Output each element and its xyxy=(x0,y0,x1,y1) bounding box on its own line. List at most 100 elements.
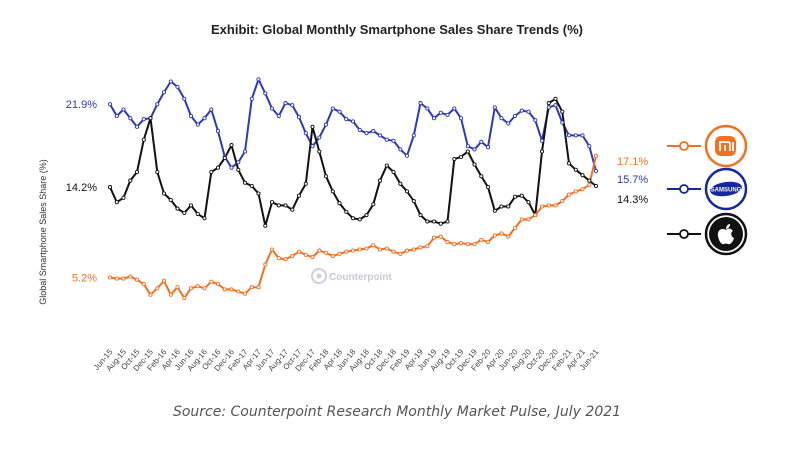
series-lines xyxy=(109,78,597,299)
data-point xyxy=(425,219,430,224)
data-point xyxy=(560,199,565,204)
data-point xyxy=(499,231,504,236)
data-point xyxy=(587,182,592,187)
data-point xyxy=(107,185,113,190)
data-point xyxy=(452,106,457,111)
data-point xyxy=(182,96,187,101)
data-point xyxy=(317,149,322,154)
data-point xyxy=(350,119,356,124)
data-point xyxy=(249,96,254,101)
apple-logo-icon xyxy=(704,212,748,256)
data-point xyxy=(485,239,491,245)
data-point xyxy=(438,110,443,115)
series-labels: 21.9% 14.2% 5.2% 15.7% 14.3% 17.1% xyxy=(66,99,649,284)
series-line-1 xyxy=(109,97,597,227)
data-point xyxy=(195,122,200,127)
watermark: Counterpoint xyxy=(311,268,392,284)
data-point xyxy=(303,181,308,186)
data-point xyxy=(128,178,133,183)
data-point xyxy=(479,237,484,242)
xiaomi-logo-icon xyxy=(704,124,748,168)
data-point xyxy=(242,291,248,296)
data-point xyxy=(229,165,234,170)
series-points xyxy=(107,77,599,301)
data-point xyxy=(175,285,180,290)
data-point xyxy=(283,203,288,208)
data-point xyxy=(519,108,524,113)
data-point xyxy=(425,106,430,111)
data-point xyxy=(377,247,383,252)
data-point xyxy=(229,287,234,292)
data-point xyxy=(458,154,464,159)
data-point xyxy=(472,147,477,152)
data-point xyxy=(283,257,288,262)
data-point xyxy=(364,131,369,136)
data-point xyxy=(384,137,389,142)
data-point xyxy=(472,242,477,247)
data-point xyxy=(560,109,565,114)
data-point xyxy=(371,129,376,134)
svg-text:SAMSUNG: SAMSUNG xyxy=(711,188,742,194)
data-point xyxy=(148,292,153,297)
data-point xyxy=(114,276,119,281)
data-point xyxy=(202,116,207,121)
series-end-label: 17.1% xyxy=(617,156,648,168)
data-point xyxy=(161,278,167,283)
data-point xyxy=(317,135,322,140)
data-point xyxy=(566,161,572,166)
data-point xyxy=(114,113,119,119)
data-point xyxy=(404,189,410,194)
data-point xyxy=(445,239,450,245)
data-point xyxy=(371,202,376,207)
source-note: Source: Counterpoint Research Monthly Ma… xyxy=(172,404,622,420)
data-point xyxy=(377,178,383,183)
data-point xyxy=(296,115,302,120)
legend: SAMSUNG xyxy=(667,124,748,256)
data-point xyxy=(546,203,551,208)
data-point xyxy=(107,102,113,107)
data-point xyxy=(533,213,538,218)
data-point xyxy=(398,181,403,186)
legend-item: SAMSUNG xyxy=(667,167,748,211)
data-point xyxy=(310,124,315,129)
data-point xyxy=(539,138,545,143)
data-point xyxy=(276,256,281,261)
data-point xyxy=(492,208,497,213)
data-point xyxy=(573,133,578,138)
data-point xyxy=(168,79,173,84)
data-point xyxy=(215,165,221,170)
data-point xyxy=(425,244,430,249)
data-point xyxy=(533,118,538,123)
data-point xyxy=(296,249,302,254)
data-point xyxy=(323,122,329,127)
data-point xyxy=(330,106,335,111)
data-point xyxy=(398,251,403,256)
data-point xyxy=(195,211,200,217)
data-point xyxy=(188,286,194,291)
data-point xyxy=(384,163,389,168)
data-point xyxy=(303,252,308,257)
data-point xyxy=(479,139,484,144)
data-point xyxy=(290,207,295,212)
data-point xyxy=(553,103,558,108)
data-point xyxy=(472,162,477,167)
series-line-0 xyxy=(109,78,597,172)
chart-title: Exhibit: Global Monthly Smartphone Sales… xyxy=(210,22,583,37)
data-point xyxy=(364,213,369,218)
data-point xyxy=(398,147,403,152)
data-point xyxy=(155,102,160,107)
data-point xyxy=(303,131,308,136)
data-point xyxy=(263,223,268,228)
data-point xyxy=(506,204,511,209)
data-point xyxy=(168,292,173,297)
data-point xyxy=(337,251,342,256)
data-point xyxy=(539,149,545,154)
data-point xyxy=(431,116,437,121)
data-point xyxy=(134,169,140,175)
data-point xyxy=(229,143,234,148)
data-point xyxy=(256,77,261,82)
series-end-label: 14.3% xyxy=(617,194,648,206)
data-point xyxy=(161,90,167,95)
data-point xyxy=(573,167,578,172)
data-point xyxy=(317,248,322,253)
